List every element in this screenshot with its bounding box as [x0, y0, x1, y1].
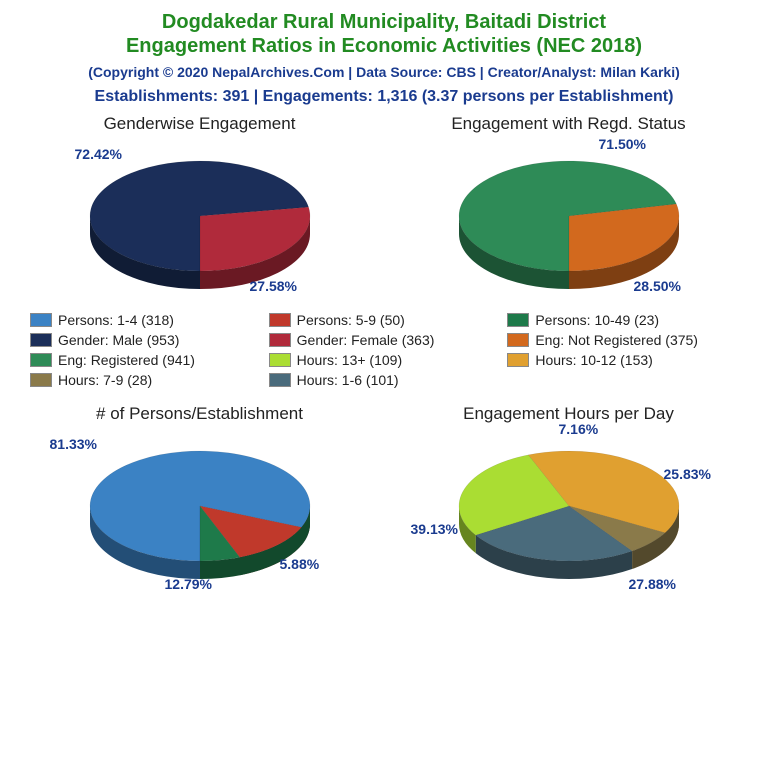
- legend-item: Hours: 1-6 (101): [269, 372, 500, 388]
- legend-label: Eng: Registered (941): [58, 352, 195, 368]
- legend-item: Persons: 1-4 (318): [30, 312, 261, 328]
- legend-item: Eng: Not Registered (375): [507, 332, 738, 348]
- legend-swatch: [507, 333, 529, 347]
- legend-item: Hours: 7-9 (28): [30, 372, 261, 388]
- legend-item: Gender: Female (363): [269, 332, 500, 348]
- chart-hours-pie: 25.83%27.88%39.13%7.16%: [419, 426, 719, 596]
- chart-hours: Engagement Hours per Day 25.83%27.88%39.…: [389, 396, 748, 758]
- legend-item: Persons: 10-49 (23): [507, 312, 738, 328]
- pie-slice-label: 27.58%: [250, 278, 297, 294]
- chart-gender: Genderwise Engagement 72.42% 27.58%: [20, 106, 379, 306]
- pie-slice-label: 71.50%: [599, 136, 646, 152]
- copyright-line: (Copyright © 2020 NepalArchives.Com | Da…: [88, 64, 680, 80]
- chart-persons-title: # of Persons/Establishment: [96, 404, 303, 424]
- legend-label: Persons: 5-9 (50): [297, 312, 405, 328]
- legend-swatch: [30, 333, 52, 347]
- pie-slice-label: 27.88%: [629, 576, 676, 592]
- pie-slice-label: 28.50%: [634, 278, 681, 294]
- legend-swatch: [269, 373, 291, 387]
- page-container: Dogdakedar Rural Municipality, Baitadi D…: [0, 0, 768, 768]
- legend-item: Persons: 5-9 (50): [269, 312, 500, 328]
- legend-label: Hours: 7-9 (28): [58, 372, 152, 388]
- legend-swatch: [269, 313, 291, 327]
- legend-label: Gender: Male (953): [58, 332, 179, 348]
- pie-slice-label: 81.33%: [50, 436, 97, 452]
- legend: Persons: 1-4 (318) Persons: 5-9 (50) Perso…: [30, 312, 738, 388]
- legend-label: Gender: Female (363): [297, 332, 435, 348]
- legend-item: Eng: Registered (941): [30, 352, 261, 368]
- legend-item: Gender: Male (953): [30, 332, 261, 348]
- legend-swatch: [507, 353, 529, 367]
- legend-swatch: [30, 313, 52, 327]
- chart-gender-title: Genderwise Engagement: [104, 114, 296, 134]
- legend-label: Persons: 10-49 (23): [535, 312, 659, 328]
- chart-gender-pie: 72.42% 27.58%: [50, 136, 350, 306]
- legend-item: Hours: 13+ (109): [269, 352, 500, 368]
- pie-slice-label: 7.16%: [559, 421, 599, 437]
- pie-slice-label: 25.83%: [664, 466, 711, 482]
- legend-label: Eng: Not Registered (375): [535, 332, 698, 348]
- legend-label: Persons: 1-4 (318): [58, 312, 174, 328]
- pie-slice-label: 39.13%: [411, 521, 458, 537]
- legend-swatch: [269, 353, 291, 367]
- page-title-line1: Dogdakedar Rural Municipality, Baitadi D…: [162, 10, 606, 34]
- legend-swatch: [507, 313, 529, 327]
- summary-line: Establishments: 391 | Engagements: 1,316…: [95, 88, 674, 106]
- chart-persons: # of Persons/Establishment 81.33% 12.79% 5…: [20, 396, 379, 758]
- legend-swatch: [30, 373, 52, 387]
- pie-slice-label: 5.88%: [280, 556, 320, 572]
- legend-item: Hours: 10-12 (153): [507, 352, 738, 368]
- chart-regd-title: Engagement with Regd. Status: [451, 114, 685, 134]
- legend-swatch: [30, 353, 52, 367]
- pie-slice-label: 12.79%: [165, 576, 212, 592]
- chart-persons-pie: 81.33% 12.79% 5.88%: [50, 426, 350, 596]
- legend-label: Hours: 13+ (109): [297, 352, 402, 368]
- charts-grid: Genderwise Engagement 72.42% 27.58% Engag…: [20, 106, 748, 758]
- legend-label: Hours: 10-12 (153): [535, 352, 653, 368]
- legend-label: Hours: 1-6 (101): [297, 372, 399, 388]
- page-title-line2: Engagement Ratios in Economic Activities…: [126, 34, 642, 58]
- chart-regd: Engagement with Regd. Status 71.50% 28.50…: [389, 106, 748, 306]
- chart-regd-pie: 71.50% 28.50%: [419, 136, 719, 306]
- pie-slice-label: 72.42%: [75, 146, 122, 162]
- legend-swatch: [269, 333, 291, 347]
